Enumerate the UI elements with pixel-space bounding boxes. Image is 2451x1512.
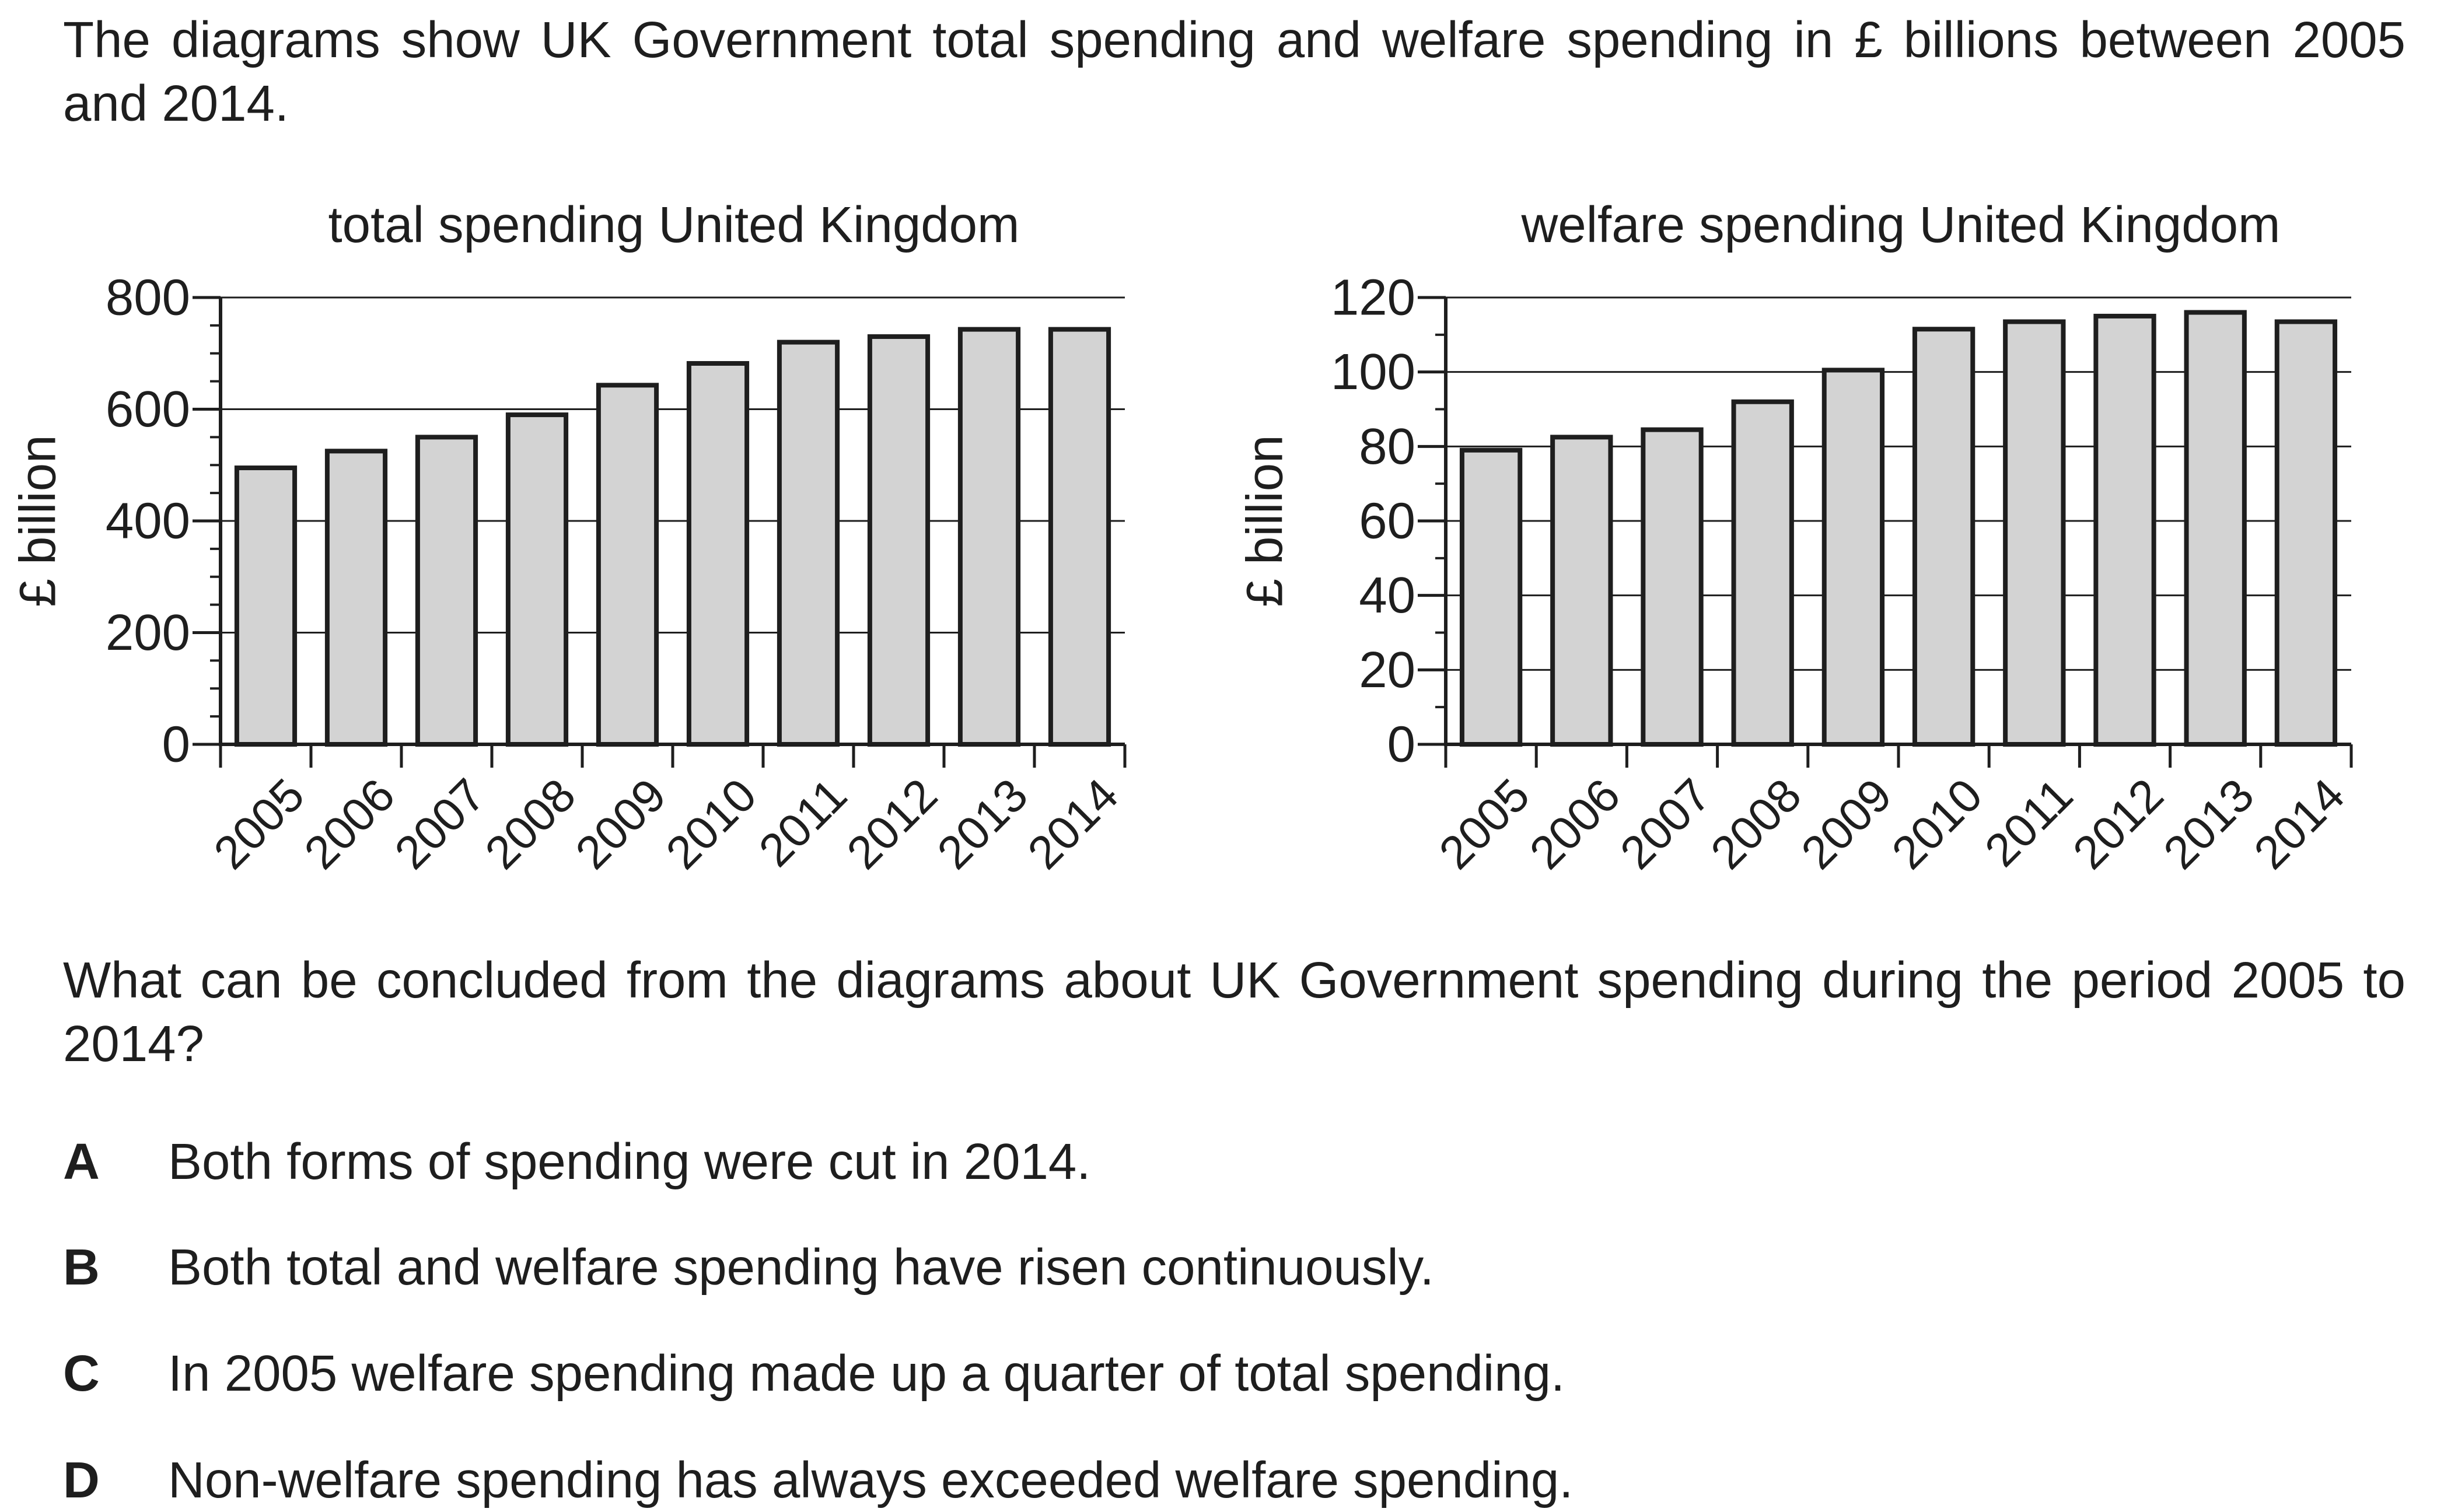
- y-tick-label: 400: [106, 493, 190, 550]
- x-tick-label: 2005: [1429, 769, 1540, 879]
- bar-2009: [596, 383, 659, 747]
- x-tick-label: 2013: [927, 769, 1037, 879]
- y-tick-label: 100: [1331, 344, 1415, 400]
- x-tick-label: 2006: [1520, 769, 1630, 879]
- y-tick-label: 120: [1331, 270, 1415, 326]
- option-c-letter: C: [63, 1345, 100, 1402]
- x-tick-label: 2007: [384, 769, 495, 879]
- option-a[interactable]: A Both forms of spending were cut in 2014…: [63, 1130, 1090, 1194]
- y-tick-label: 200: [106, 604, 190, 661]
- option-c[interactable]: C In 2005 welfare spending made up a quar…: [63, 1342, 1565, 1405]
- bar-2011: [2003, 319, 2066, 747]
- total-spending-chart: total spending United Kingdom£ billion02…: [10, 197, 1128, 879]
- bar-2008: [505, 412, 569, 747]
- bar-2011: [777, 340, 840, 747]
- x-tick-label: 2005: [204, 769, 314, 879]
- y-tick-label: 800: [106, 270, 190, 326]
- x-tick-label: 2008: [475, 769, 585, 879]
- bar-2006: [324, 449, 388, 747]
- charts-figure: total spending United Kingdom£ billion02…: [10, 197, 2355, 879]
- y-axis-label: £ billion: [1237, 435, 1293, 607]
- x-tick-label: 2010: [656, 769, 766, 879]
- x-tick-label: 2010: [1882, 769, 1992, 879]
- x-tick-label: 2009: [1791, 769, 1901, 879]
- option-b-letter: B: [63, 1239, 100, 1296]
- x-tick-label: 2013: [2153, 769, 2264, 879]
- x-tick-label: 2009: [565, 769, 676, 879]
- chart-title: total spending United Kingdom: [328, 197, 1020, 253]
- bar-2009: [1821, 368, 1885, 747]
- x-tick-label: 2014: [2244, 769, 2354, 879]
- y-tick-label: 0: [162, 716, 190, 773]
- y-tick-label: 600: [106, 381, 190, 438]
- x-tick-label: 2012: [837, 769, 947, 879]
- option-b-text: Both total and welfare spending have ris…: [168, 1239, 1434, 1296]
- y-axis-label: £ billion: [10, 435, 67, 607]
- bar-2007: [1641, 427, 1704, 747]
- option-c-text: In 2005 welfare spending made up a quart…: [168, 1345, 1565, 1402]
- x-tick-label: 2007: [1610, 769, 1721, 879]
- option-d-text: Non-welfare spending has always exceeded…: [168, 1452, 1574, 1508]
- intro-text: The diagrams show UK Government total sp…: [63, 12, 2405, 132]
- welfare-spending-chart: welfare spending United Kingdom £ billion…: [1237, 197, 2355, 879]
- bar-2005: [234, 466, 298, 747]
- x-tick-label: 2011: [1975, 769, 2083, 877]
- question-text: What can be concluded from the diagrams …: [63, 952, 2405, 1072]
- y-tick-label: 80: [1359, 418, 1415, 475]
- bar-2010: [1912, 327, 1976, 747]
- option-d-letter: D: [63, 1452, 100, 1508]
- bar-2014: [1048, 327, 1111, 747]
- x-tick-label: 2008: [1701, 769, 1811, 879]
- option-a-letter: A: [63, 1133, 100, 1190]
- bar-2013: [957, 327, 1021, 747]
- bar-2012: [867, 334, 931, 747]
- y-tick-label: 40: [1359, 567, 1415, 624]
- y-tick-label: 20: [1359, 642, 1415, 698]
- bar-2007: [415, 435, 478, 747]
- bar-2013: [2184, 310, 2247, 747]
- bar-2012: [2093, 313, 2156, 747]
- bar-2005: [1459, 447, 1523, 747]
- option-d[interactable]: D Non-welfare spending has always exceede…: [63, 1448, 1573, 1512]
- bar-2014: [2274, 319, 2338, 747]
- x-tick-label: 2012: [2063, 769, 2173, 879]
- bar-2006: [1550, 435, 1613, 747]
- option-b[interactable]: B Both total and welfare spending have ri…: [63, 1236, 1434, 1299]
- bar-2008: [1731, 399, 1794, 747]
- x-tick-label: 2006: [294, 769, 404, 879]
- y-tick-label: 0: [1387, 716, 1415, 773]
- option-a-text: Both forms of spending were cut in 2014.: [168, 1133, 1091, 1190]
- chart-title: welfare spending United Kingdom: [1521, 197, 2281, 253]
- x-tick-label: 2011: [749, 769, 857, 877]
- y-tick-label: 60: [1359, 493, 1415, 550]
- x-tick-label: 2014: [1018, 769, 1128, 879]
- bar-2010: [686, 360, 750, 747]
